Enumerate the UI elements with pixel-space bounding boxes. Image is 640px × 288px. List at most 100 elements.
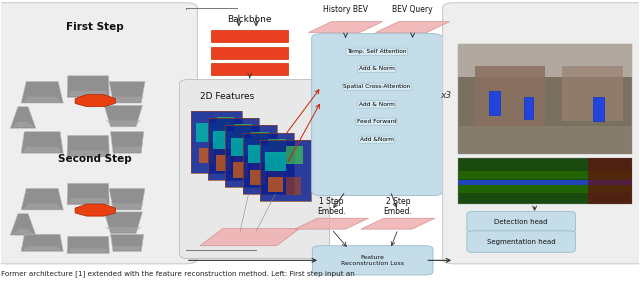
Text: Second Step: Second Step xyxy=(58,154,132,164)
Bar xyxy=(285,177,301,195)
Polygon shape xyxy=(21,132,63,153)
Bar xyxy=(268,170,284,188)
Polygon shape xyxy=(200,229,300,246)
Bar xyxy=(268,177,283,192)
Polygon shape xyxy=(69,91,107,96)
Text: First Step: First Step xyxy=(67,22,124,32)
Bar xyxy=(251,162,266,181)
Bar xyxy=(191,111,242,173)
Text: Feature
Reconstruction Loss: Feature Reconstruction Loss xyxy=(341,255,404,266)
Polygon shape xyxy=(69,150,107,156)
Polygon shape xyxy=(111,132,144,153)
Polygon shape xyxy=(294,218,369,229)
Bar xyxy=(225,125,276,187)
Text: BEV Query: BEV Query xyxy=(392,5,433,14)
Bar xyxy=(233,162,248,178)
Polygon shape xyxy=(10,107,36,128)
Bar xyxy=(234,124,252,143)
Bar xyxy=(260,140,311,201)
Bar xyxy=(243,132,294,194)
Bar xyxy=(593,97,604,121)
Text: Add & Norm: Add & Norm xyxy=(359,102,395,107)
Polygon shape xyxy=(67,76,109,97)
Text: Feed Forward: Feed Forward xyxy=(357,119,397,124)
FancyBboxPatch shape xyxy=(312,246,433,275)
FancyBboxPatch shape xyxy=(443,3,640,264)
Polygon shape xyxy=(10,214,36,235)
Bar xyxy=(216,117,234,136)
Text: Former architecture [1] extended with the feature reconstruction method. Left: F: Former architecture [1] extended with th… xyxy=(1,270,355,277)
Bar xyxy=(234,155,249,174)
Bar xyxy=(213,130,234,149)
Polygon shape xyxy=(23,246,61,251)
Bar xyxy=(588,158,632,204)
Text: Spatial Cross-Attention: Spatial Cross-Attention xyxy=(343,84,410,89)
Bar xyxy=(489,91,500,115)
Polygon shape xyxy=(111,234,144,251)
FancyBboxPatch shape xyxy=(467,211,575,233)
Bar xyxy=(243,132,294,194)
Polygon shape xyxy=(112,246,142,251)
Polygon shape xyxy=(106,120,141,126)
Bar xyxy=(211,30,288,42)
Polygon shape xyxy=(67,135,109,157)
FancyBboxPatch shape xyxy=(467,231,575,252)
Polygon shape xyxy=(23,147,61,152)
Text: Backbone: Backbone xyxy=(227,15,272,24)
Bar xyxy=(196,123,216,142)
Text: Add &Norm: Add &Norm xyxy=(360,137,394,142)
Text: 2D Features: 2D Features xyxy=(200,92,255,101)
Bar xyxy=(248,145,268,163)
Polygon shape xyxy=(104,105,143,127)
Polygon shape xyxy=(23,96,61,102)
Polygon shape xyxy=(112,147,142,152)
Text: x3: x3 xyxy=(440,91,451,100)
Bar xyxy=(458,180,632,185)
Polygon shape xyxy=(69,248,107,253)
FancyBboxPatch shape xyxy=(179,79,330,259)
Bar xyxy=(198,148,214,163)
Bar xyxy=(260,140,311,201)
Polygon shape xyxy=(67,236,109,253)
FancyBboxPatch shape xyxy=(0,3,197,264)
Polygon shape xyxy=(111,96,143,102)
Bar xyxy=(458,44,632,77)
Text: Temp. Self Attention: Temp. Self Attention xyxy=(347,49,406,54)
Polygon shape xyxy=(111,203,143,209)
Text: Detection head: Detection head xyxy=(495,219,548,225)
Polygon shape xyxy=(23,203,61,209)
Polygon shape xyxy=(376,22,450,33)
Bar xyxy=(458,44,632,154)
Bar xyxy=(251,132,269,150)
Polygon shape xyxy=(106,227,141,232)
Bar xyxy=(524,97,532,119)
Bar xyxy=(458,171,632,179)
Text: History BEV: History BEV xyxy=(323,5,368,14)
Polygon shape xyxy=(12,229,35,234)
Bar xyxy=(211,47,288,58)
Bar xyxy=(476,66,545,132)
Polygon shape xyxy=(21,82,63,103)
Bar xyxy=(216,155,231,170)
Polygon shape xyxy=(308,22,383,33)
Polygon shape xyxy=(69,198,107,204)
Polygon shape xyxy=(75,204,115,216)
Text: Segmentation head: Segmentation head xyxy=(487,238,556,245)
Bar xyxy=(268,139,286,157)
Bar xyxy=(191,111,242,173)
Bar xyxy=(225,125,276,187)
Bar xyxy=(208,118,259,180)
Bar xyxy=(458,158,632,204)
Polygon shape xyxy=(21,188,63,210)
Polygon shape xyxy=(67,183,109,205)
Polygon shape xyxy=(12,122,35,127)
Text: 1 Step
Embed.: 1 Step Embed. xyxy=(317,197,346,216)
Polygon shape xyxy=(109,82,145,103)
Bar xyxy=(211,63,288,75)
Text: Add & Norm: Add & Norm xyxy=(359,67,395,71)
FancyBboxPatch shape xyxy=(312,34,443,196)
Bar xyxy=(208,118,259,180)
Polygon shape xyxy=(361,218,435,229)
Bar xyxy=(458,185,632,193)
Polygon shape xyxy=(109,188,145,210)
